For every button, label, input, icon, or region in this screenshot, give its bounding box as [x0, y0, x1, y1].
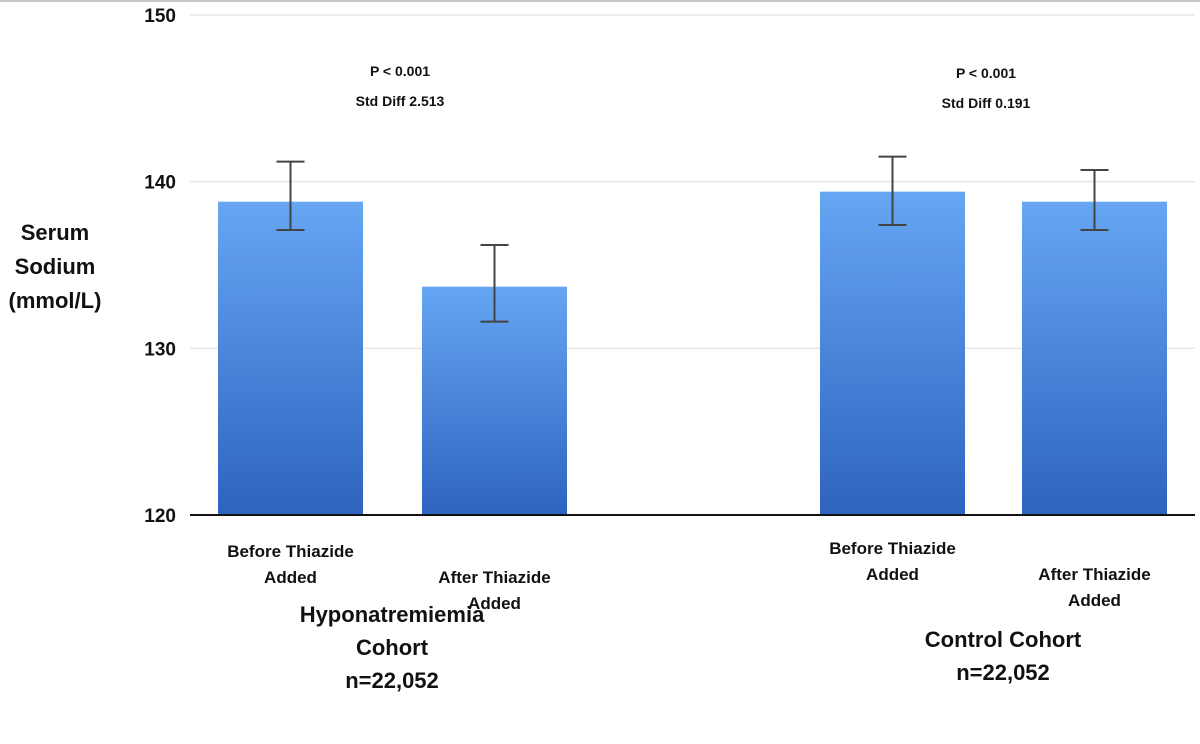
y-tick-label: 140: [144, 173, 176, 194]
x-tick-label-line: After Thiazide: [438, 568, 550, 587]
x-tick-label-line: Added: [1068, 591, 1121, 610]
x-tick-label: After Thiazide Added: [438, 568, 550, 613]
y-tick-label: 120: [144, 506, 176, 527]
x-tick-label: After Thiazide Added: [1038, 565, 1150, 610]
y-axis-label-line: Sodium: [15, 254, 96, 279]
stat-annotation: Std Diff 2.513: [356, 93, 445, 109]
bar: [1022, 201, 1167, 515]
group-label-line: n=22,052: [345, 668, 439, 693]
group-label-line: n=22,052: [956, 660, 1050, 685]
x-tick-label-line: Added: [866, 565, 919, 584]
bars: [218, 155, 1167, 515]
group-label-line: Cohort: [356, 635, 429, 660]
y-axis-label-line: Serum: [21, 220, 89, 245]
y-tick-label: 150: [144, 6, 176, 27]
group-label: Control Cohort n=22,052: [925, 627, 1082, 685]
y-axis-label-line: (mmol/L): [9, 288, 102, 313]
group-label-line: Control Cohort: [925, 627, 1082, 652]
x-tick-label-line: Added: [264, 568, 317, 587]
bar: [218, 201, 363, 515]
top-border: [0, 0, 1200, 2]
stat-annotation: Std Diff 0.191: [942, 95, 1031, 111]
x-tick-label-line: Before Thiazide: [829, 539, 956, 558]
stat-annotation: P < 0.001: [956, 65, 1016, 81]
y-tick-label: 130: [144, 339, 176, 360]
x-tick-label-line: Added: [468, 594, 521, 613]
group-label: Hyponatremiemia Cohort n=22,052: [300, 602, 485, 693]
x-tick-label: Before Thiazide Added: [227, 542, 354, 587]
x-tick-label: Before Thiazide Added: [829, 539, 956, 584]
bar: [820, 191, 965, 515]
x-tick-label-line: After Thiazide: [1038, 565, 1150, 584]
y-axis-label: Serum Sodium (mmol/L): [9, 220, 102, 313]
stat-annotation: P < 0.001: [370, 63, 430, 79]
group-label-line: Hyponatremiemia: [300, 602, 485, 627]
bar: [422, 286, 567, 515]
x-tick-label-line: Before Thiazide: [227, 542, 354, 561]
labels: 120 130 140 150 Serum Sodium (mmol/L) Before Th…: [9, 6, 1151, 693]
